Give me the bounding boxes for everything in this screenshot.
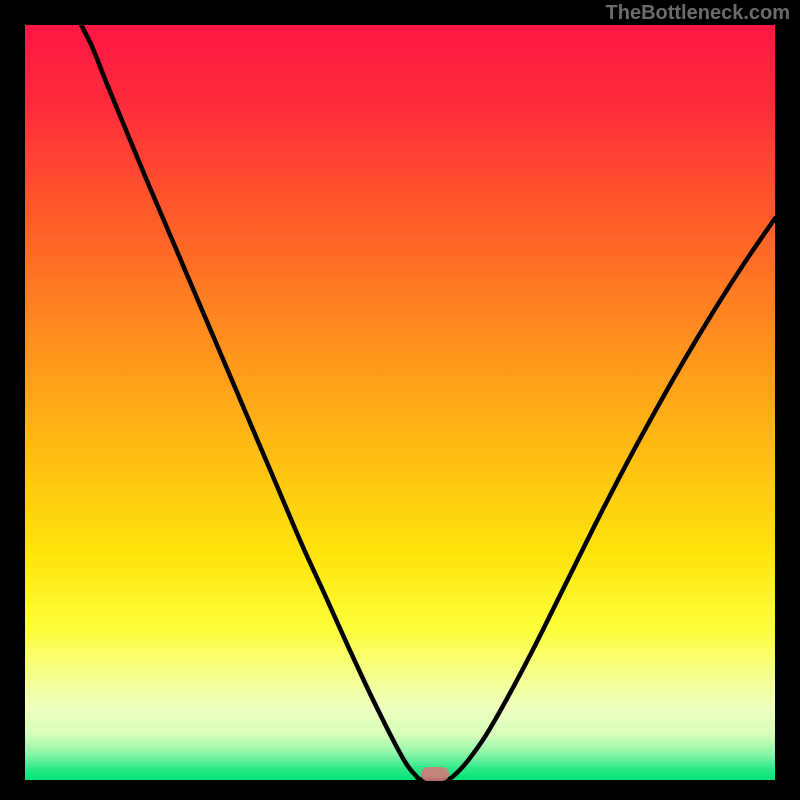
optimum-marker <box>421 767 449 781</box>
plot-area <box>25 25 775 780</box>
bottleneck-curve <box>25 25 775 780</box>
attribution-label: TheBottleneck.com <box>606 2 790 25</box>
chart-container: TheBottleneck.com <box>0 0 800 800</box>
